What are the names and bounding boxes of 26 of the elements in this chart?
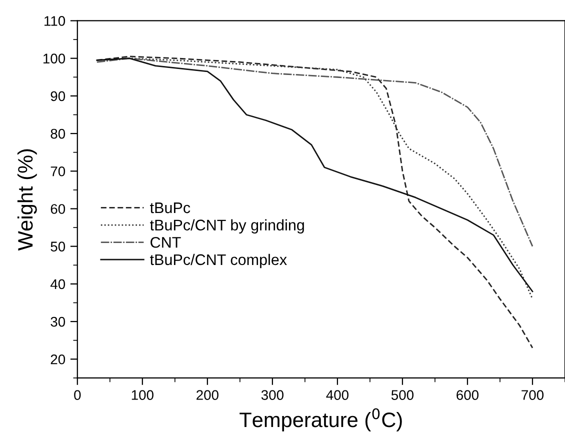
x-tick-label: 0 [74, 390, 81, 400]
x-tick-label: 500 [391, 390, 414, 400]
x-axis-title: Temperature ($^{0}$C) [240, 408, 402, 432]
x-tick-label: 400 [326, 390, 348, 400]
x-tick-label: 700 [522, 390, 544, 400]
y-tick-label: 20 [50, 354, 66, 364]
x-tick-label: 300 [261, 390, 284, 400]
y-axis-title: Weight (%) [17, 149, 37, 251]
y-tick-label: 60 [50, 204, 66, 214]
y-tick-label: 100 [43, 54, 66, 64]
line-series [96, 58, 534, 248]
y-tick-label: 110 [44, 16, 66, 26]
legend-label: tBuPc/CNT complex [150, 254, 287, 268]
y-tick-label: 80 [50, 128, 66, 139]
x-tick-label: 200 [196, 390, 218, 400]
y-tick-label: 70 [50, 166, 66, 176]
y-tick-label: 40 [50, 279, 66, 290]
legend-label: tBuPc/CNT by grinding [150, 219, 304, 234]
y-tick-label: 90 [50, 91, 66, 102]
y-tick-label: 30 [50, 316, 66, 327]
legend-label: CNT [150, 236, 181, 248]
x-tick-label: 600 [456, 390, 479, 400]
x-tick-label: 100 [132, 390, 154, 400]
legend-label: tBuPc [150, 202, 190, 214]
y-tick-label: 50 [50, 242, 66, 252]
line-series [96, 56, 534, 349]
